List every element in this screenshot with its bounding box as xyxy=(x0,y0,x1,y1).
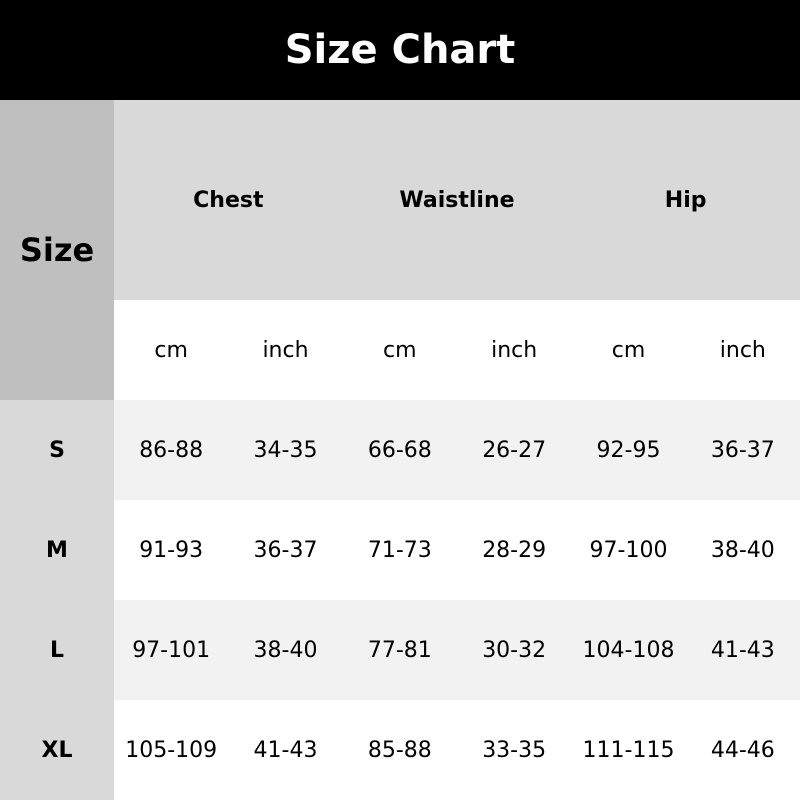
unit-header: cm xyxy=(114,300,229,400)
size-label: M xyxy=(0,500,114,600)
table-cell: 41-43 xyxy=(228,700,343,800)
table-cell: 92-95 xyxy=(571,400,686,500)
table-cell: 44-46 xyxy=(685,700,800,800)
table-cell: 97-100 xyxy=(571,500,686,600)
unit-header: cm xyxy=(342,300,457,400)
size-label: L xyxy=(0,600,114,700)
table-cell: 105-109 xyxy=(114,700,229,800)
size-label: XL xyxy=(0,700,114,800)
table-cell: 66-68 xyxy=(342,400,457,500)
table-cell: 85-88 xyxy=(342,700,457,800)
unit-header: inch xyxy=(457,300,572,400)
size-header: Size xyxy=(0,100,114,400)
table-cell: 30-32 xyxy=(457,600,572,700)
unit-header: inch xyxy=(228,300,343,400)
table-cell: 97-101 xyxy=(114,600,229,700)
group-header: Chest xyxy=(114,100,343,300)
table-cell: 104-108 xyxy=(571,600,686,700)
table-cell: 38-40 xyxy=(685,500,800,600)
table-cell: 77-81 xyxy=(342,600,457,700)
page-title: Size Chart xyxy=(0,0,800,100)
table-cell: 86-88 xyxy=(114,400,229,500)
table-cell: 91-93 xyxy=(114,500,229,600)
table-cell: 38-40 xyxy=(228,600,343,700)
size-label: S xyxy=(0,400,114,500)
unit-header: cm xyxy=(571,300,686,400)
table-cell: 71-73 xyxy=(342,500,457,600)
table-cell: 26-27 xyxy=(457,400,572,500)
table-cell: 36-37 xyxy=(228,500,343,600)
group-header: Waistline xyxy=(342,100,572,300)
table-cell: 28-29 xyxy=(457,500,572,600)
table-cell: 36-37 xyxy=(685,400,800,500)
table-cell: 41-43 xyxy=(685,600,800,700)
table-cell: 111-115 xyxy=(571,700,686,800)
group-header: Hip xyxy=(571,100,800,300)
unit-header: inch xyxy=(685,300,800,400)
table-cell: 34-35 xyxy=(228,400,343,500)
table-cell: 33-35 xyxy=(457,700,572,800)
